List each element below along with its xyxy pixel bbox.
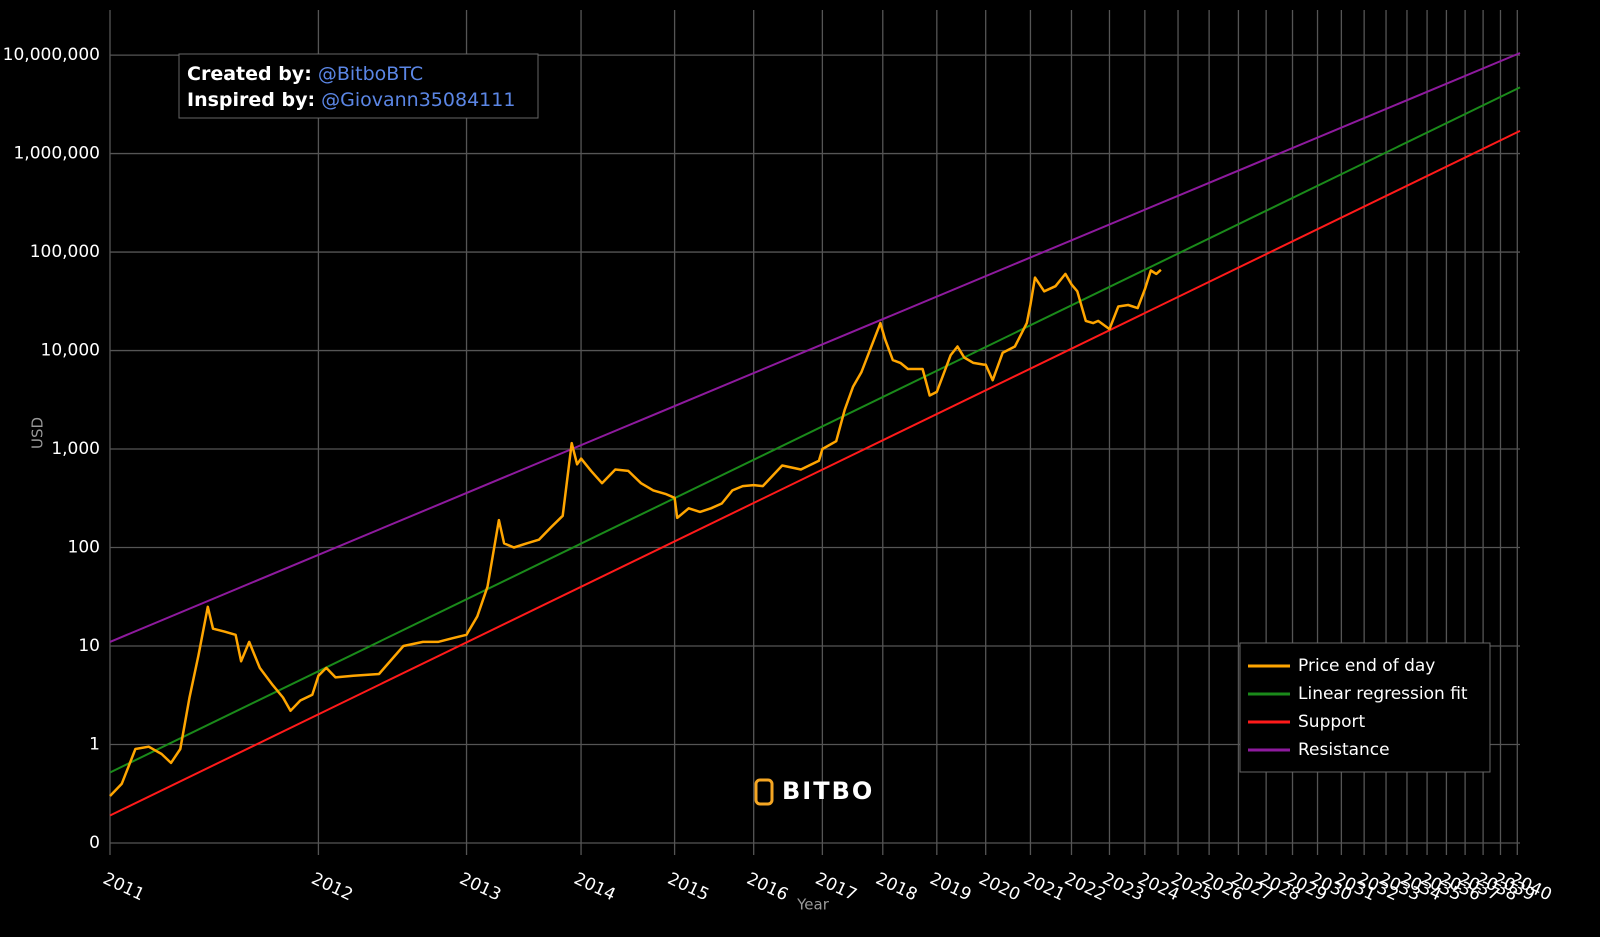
watermark: BITBO: [754, 777, 874, 806]
series-line: [109, 130, 1521, 817]
legend-label: Support: [1298, 712, 1366, 732]
annotation-line: Inspired by: @Giovann35084111: [187, 89, 515, 111]
annotation-handle: @BitboBTC: [318, 63, 423, 85]
y-tick-label: 10: [78, 636, 100, 656]
annotation-label: Created by:: [187, 63, 312, 85]
legend-label: Price end of day: [1298, 656, 1435, 676]
watermark-text: BITBO: [782, 777, 874, 805]
y-tick-label: 0: [89, 833, 100, 853]
series-line: [109, 86, 1521, 774]
annotation-handle: @Giovann35084111: [321, 89, 515, 111]
legend-label: Resistance: [1298, 740, 1390, 760]
y-axis-label: USD: [29, 417, 47, 449]
y-tick-label: 1,000: [51, 439, 100, 459]
x-axis-label: Year: [796, 896, 830, 914]
y-tick-label: 10,000: [41, 341, 100, 361]
y-tick-label: 100,000: [30, 242, 100, 262]
annotation: Created by: @BitboBTC Inspired by: @Giov…: [178, 53, 539, 119]
y-tick-label: 1: [89, 734, 100, 754]
legend: Price end of day Linear regression fit Sup…: [1239, 642, 1491, 773]
y-tick-label: 10,000,000: [3, 45, 100, 65]
annotation-line: Created by: @BitboBTC: [187, 63, 423, 85]
annotation-box: [178, 53, 539, 119]
series-line: [109, 268, 1162, 797]
plot-lines: [109, 52, 1521, 817]
legend-label: Linear regression fit: [1298, 684, 1468, 704]
y-tick-label: 100: [68, 538, 100, 558]
y-tick-label: 1,000,000: [13, 144, 100, 164]
series-line: [109, 52, 1521, 643]
watermark-icon: [754, 778, 774, 806]
annotation-label: Inspired by:: [187, 89, 315, 111]
